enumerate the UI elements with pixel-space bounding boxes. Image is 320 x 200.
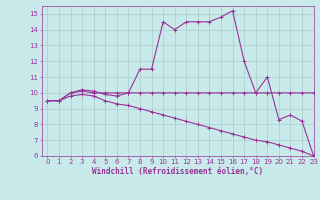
X-axis label: Windchill (Refroidissement éolien,°C): Windchill (Refroidissement éolien,°C) <box>92 167 263 176</box>
